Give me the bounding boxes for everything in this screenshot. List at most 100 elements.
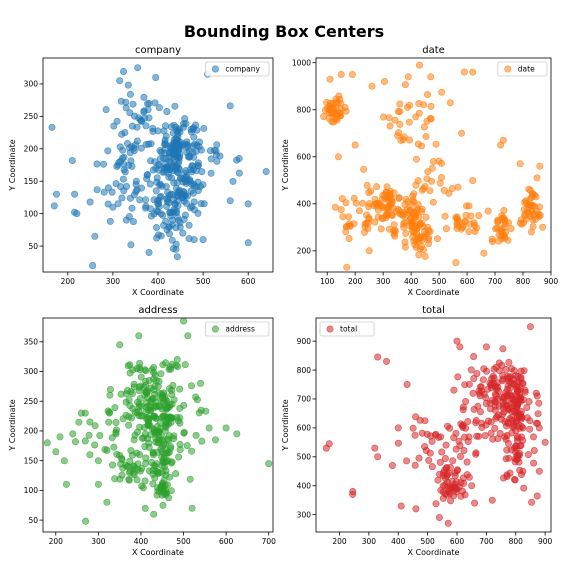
data-point (520, 484, 528, 492)
data-point (184, 142, 192, 150)
data-point (529, 216, 537, 224)
data-point (176, 419, 184, 427)
data-point (390, 189, 398, 197)
data-point (52, 448, 60, 456)
y-axis-label: Y Coordinate (8, 399, 17, 451)
data-point (533, 174, 541, 182)
data-point (126, 369, 134, 377)
data-point (159, 361, 167, 369)
data-point (162, 122, 170, 130)
data-point (403, 457, 411, 465)
data-point (456, 452, 464, 460)
axes-frame (315, 317, 552, 533)
data-point (438, 448, 446, 456)
data-point (148, 458, 156, 466)
data-point (349, 487, 357, 495)
data-point (192, 431, 200, 439)
data-point (168, 190, 176, 198)
data-point (379, 113, 387, 121)
data-point (129, 218, 137, 226)
data-point (142, 122, 150, 130)
data-point (154, 439, 162, 447)
data-point (60, 457, 68, 465)
data-point (494, 217, 502, 225)
data-point (444, 482, 452, 490)
data-point (124, 362, 132, 370)
data-point (116, 475, 124, 483)
data-point (463, 458, 471, 466)
data-point (455, 437, 463, 445)
data-point (440, 186, 448, 194)
data-point (512, 372, 520, 380)
data-point (213, 141, 221, 149)
legend-box (319, 321, 375, 337)
data-point (116, 341, 124, 349)
data-point (104, 200, 112, 208)
data-point (149, 166, 157, 174)
x-tick-label: 800 (516, 277, 531, 286)
data-point (130, 471, 138, 479)
data-point (151, 412, 159, 420)
data-point (427, 115, 435, 123)
data-point (176, 440, 184, 448)
data-point (156, 180, 164, 188)
y-tick-label: 250 (24, 112, 39, 121)
data-point (141, 477, 149, 485)
data-point (382, 188, 390, 196)
data-point (380, 78, 388, 86)
data-point (190, 153, 198, 161)
data-point (161, 440, 169, 448)
legend-marker (504, 65, 512, 73)
data-point (100, 160, 108, 168)
data-point (148, 366, 156, 374)
data-point (345, 235, 353, 243)
legend-box (204, 61, 270, 77)
legend: address (204, 321, 270, 337)
panel-title: address (138, 305, 177, 316)
data-point (180, 197, 188, 205)
data-point (118, 130, 126, 138)
data-point (525, 398, 533, 406)
data-point (442, 225, 450, 233)
data-point (173, 253, 181, 261)
data-point (475, 212, 483, 220)
data-point (441, 212, 449, 220)
x-tick-label: 400 (391, 537, 406, 546)
data-point (495, 237, 503, 245)
data-point (337, 206, 345, 214)
data-point (415, 61, 423, 69)
data-point (404, 73, 412, 81)
data-point (91, 441, 99, 449)
data-point (262, 168, 270, 176)
data-point (162, 217, 170, 225)
data-point (159, 412, 167, 420)
data-point (508, 379, 516, 387)
data-point (491, 424, 499, 432)
data-point (149, 451, 157, 459)
data-point (117, 97, 125, 105)
data-point (131, 431, 139, 439)
data-point (145, 439, 153, 447)
data-point (387, 195, 395, 203)
data-point (411, 461, 419, 469)
x-tick-label: 600 (460, 277, 475, 286)
data-point (150, 510, 158, 518)
data-point (130, 144, 138, 152)
data-point (495, 231, 503, 239)
data-point (102, 106, 110, 114)
data-point (414, 140, 422, 148)
data-point (175, 165, 183, 173)
axes-frame (42, 317, 274, 533)
data-point (161, 422, 169, 430)
data-point (338, 195, 346, 203)
data-point (179, 229, 187, 237)
data-point (487, 418, 495, 426)
data-point (116, 77, 124, 85)
data-point (151, 371, 159, 379)
data-point (142, 388, 150, 396)
data-point (142, 204, 150, 212)
y-tick-label: 900 (297, 337, 312, 346)
data-point (113, 117, 121, 125)
data-point (205, 424, 213, 432)
